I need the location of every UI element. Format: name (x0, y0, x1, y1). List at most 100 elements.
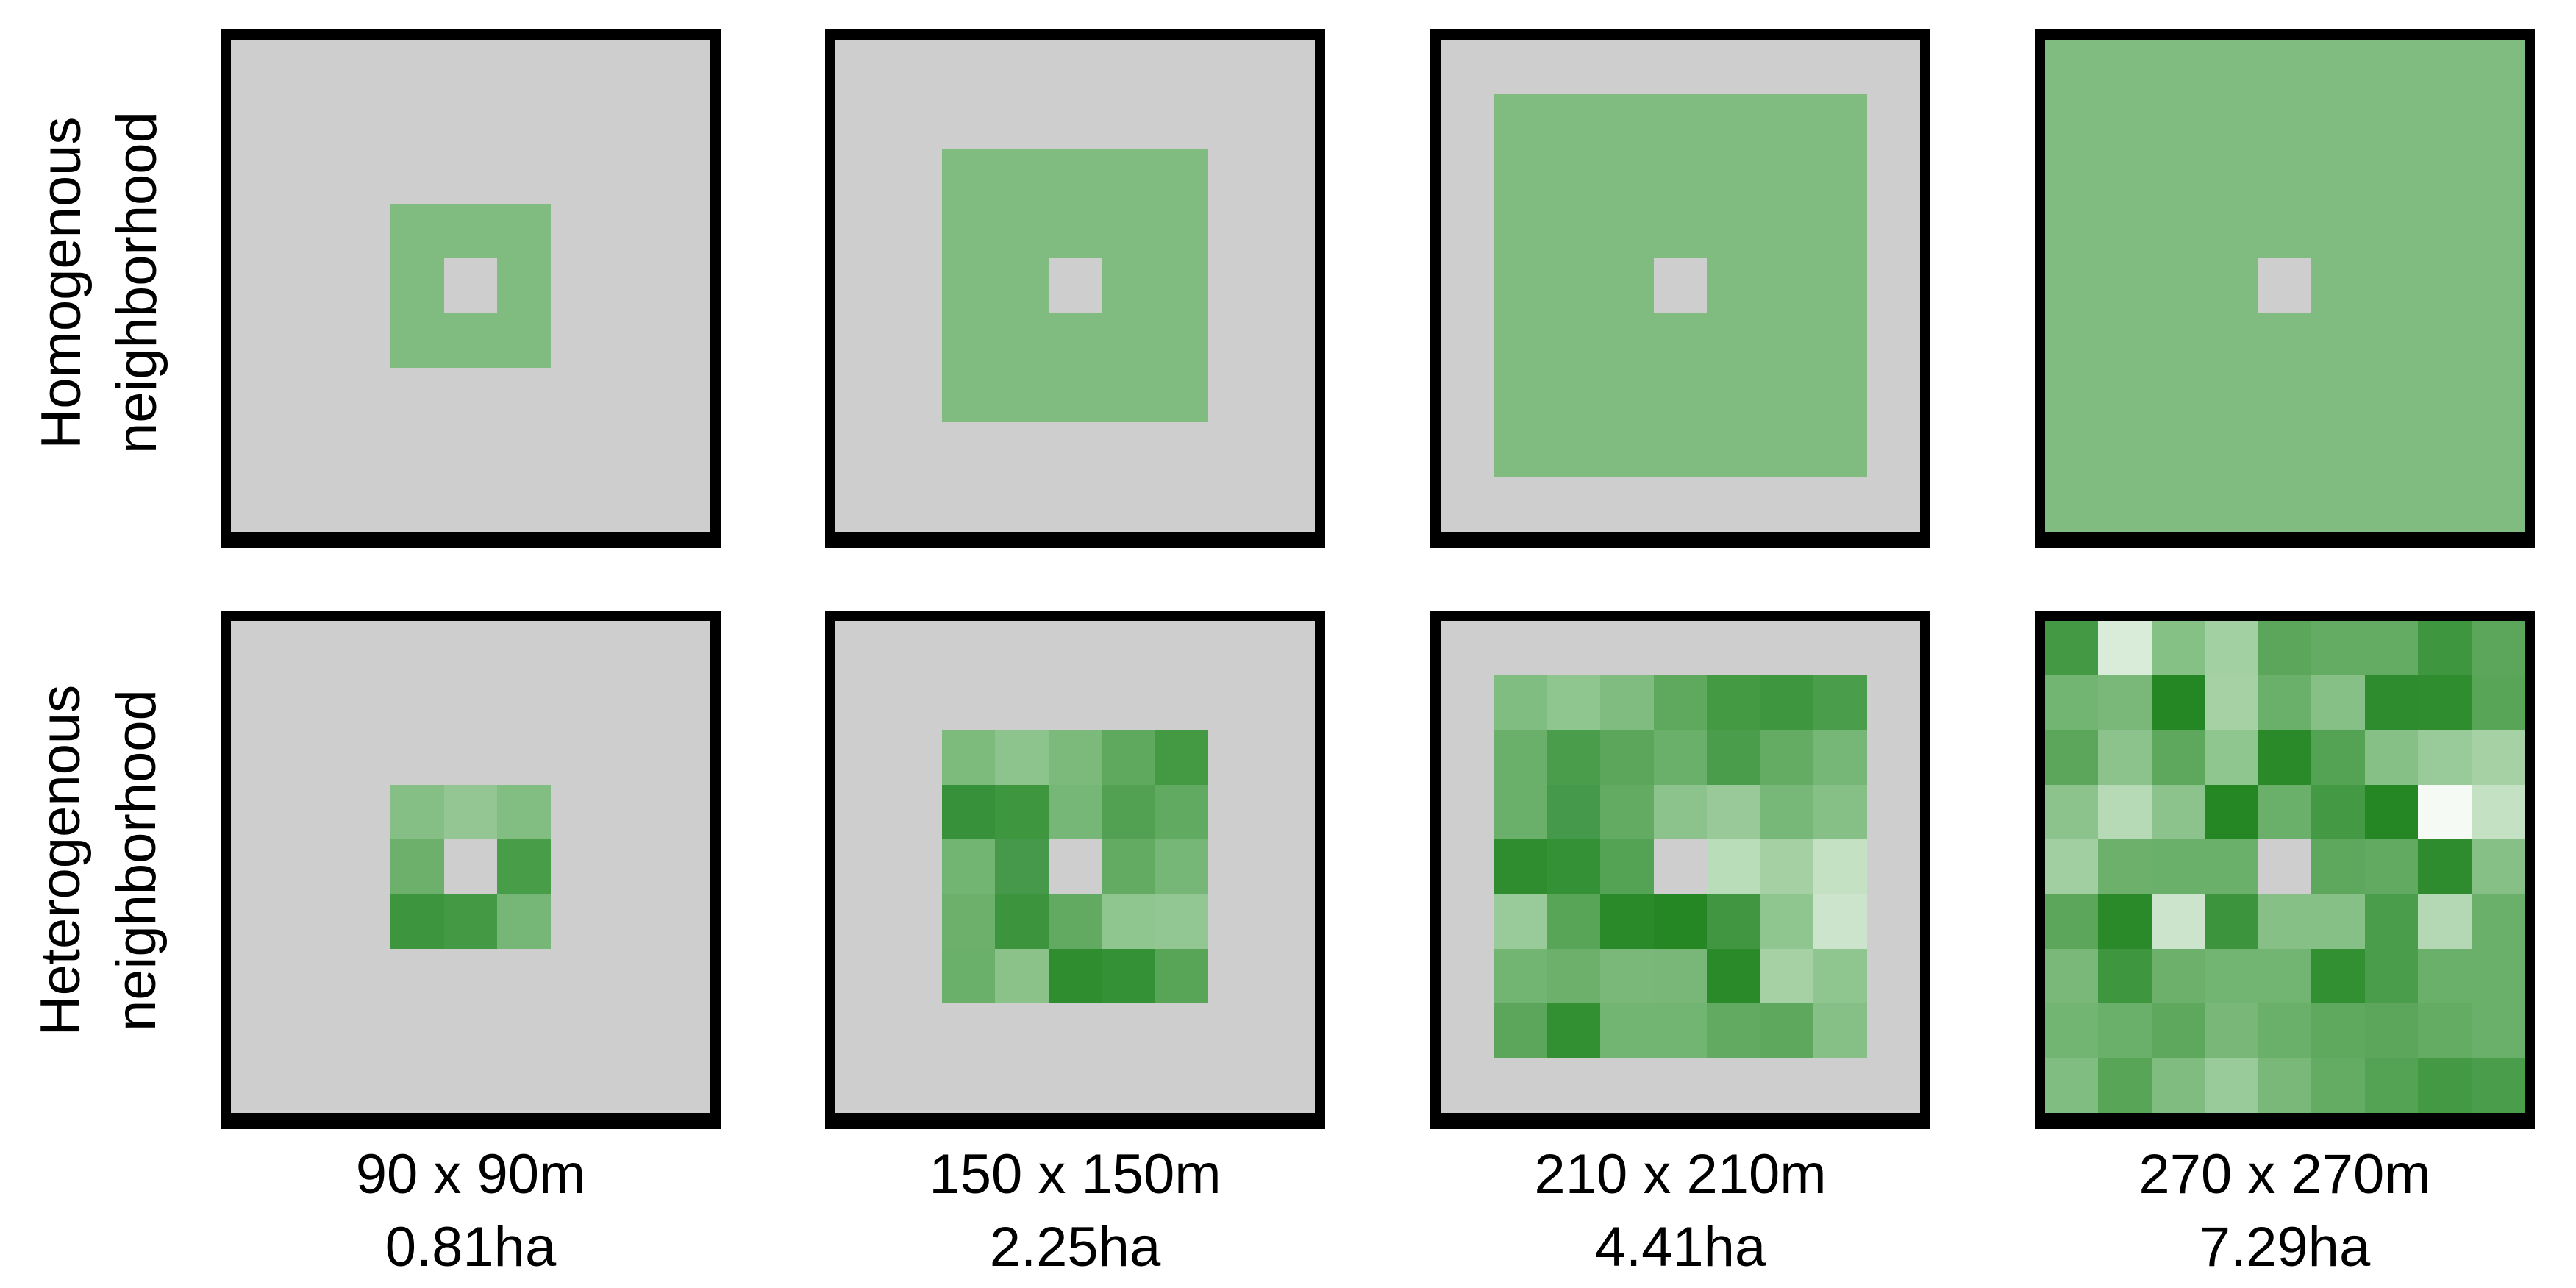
neighbor-cell (1048, 730, 1102, 785)
neighbor-cell (1494, 313, 1547, 368)
neighbor-cell (2045, 894, 2099, 949)
neighbor-cell (1600, 94, 1654, 149)
neighbor-cell (2311, 422, 2365, 477)
neighbor-cell (2418, 730, 2472, 785)
neighbor-cell (2418, 313, 2472, 368)
neighbor-cell (941, 894, 996, 949)
neighbor-cell (2098, 40, 2152, 95)
neighbor-cell (1813, 203, 1867, 259)
neighbor-cell (2418, 785, 2472, 840)
neighbor-cell (1048, 948, 1102, 1004)
neighbor-cell (2098, 1003, 2152, 1058)
neighbor-cell (2045, 1003, 2099, 1058)
neighbor-cell (1494, 367, 1547, 423)
neighbor-cell (1707, 948, 1760, 1004)
panel-homogenous-3 (1430, 29, 1930, 548)
neighbor-cell (2418, 149, 2472, 204)
neighbor-cell (1760, 367, 1814, 423)
neighbor-cell (1653, 367, 1708, 423)
neighbor-cell (1813, 94, 1867, 149)
row-label-heterogenous-line1: Heterogenous (29, 685, 93, 1036)
neighbor-cell (2205, 675, 2258, 730)
center-cell (1653, 258, 1708, 313)
neighbor-cell (2205, 313, 2258, 368)
neighbor-cell (1546, 367, 1601, 423)
neighbor-cell (2418, 204, 2472, 259)
neighbor-cell (2205, 785, 2258, 840)
neighbor-cell (1102, 149, 1155, 204)
neighbor-cell (2364, 785, 2419, 840)
neighbor-cell (1494, 422, 1547, 477)
neighbor-cell (1760, 894, 1814, 949)
neighbor-cell (1813, 313, 1867, 368)
neighbor-cell (1600, 422, 1654, 477)
neighbor-cell (1155, 313, 1209, 368)
neighbor-cell (2258, 1003, 2312, 1058)
neighbor-cell (2311, 894, 2365, 949)
neighbor-cell (2364, 94, 2419, 149)
neighbor-cell (1048, 894, 1102, 949)
neighbor-cell (1155, 367, 1209, 423)
neighbor-cell (2471, 675, 2525, 730)
neighbor-cell (2098, 204, 2152, 259)
neighbor-cell (2045, 422, 2099, 477)
neighbor-cell (1707, 422, 1760, 477)
neighbor-cell (1155, 839, 1209, 894)
neighbor-cell (1546, 730, 1601, 785)
neighbor-cell (941, 313, 996, 368)
neighbor-cell (2098, 94, 2152, 149)
neighbor-cell (2311, 477, 2365, 532)
neighbor-cell (1600, 730, 1654, 785)
neighbor-cell (1707, 784, 1760, 840)
neighbor-cell (1494, 258, 1547, 313)
neighbor-cell (2364, 1003, 2419, 1058)
neighbor-cell (390, 204, 444, 259)
neighborhood-grid (2045, 621, 2525, 1113)
neighbor-cell (1813, 1003, 1867, 1058)
neighbor-cell (1707, 149, 1760, 204)
neighbor-cell (2418, 422, 2472, 477)
neighbor-cell (1102, 784, 1155, 840)
neighbor-cell (443, 204, 498, 259)
neighbor-cell (2151, 785, 2205, 840)
neighbor-cell (1653, 149, 1708, 204)
neighbor-cell (2205, 258, 2258, 313)
neighbor-cell (1653, 894, 1708, 949)
neighbor-cell (2205, 94, 2258, 149)
neighbor-cell (2471, 368, 2525, 423)
neighbor-cell (1155, 948, 1209, 1004)
neighbor-cell (2045, 621, 2099, 676)
neighbor-cell (1760, 149, 1814, 204)
neighbor-cell (1760, 839, 1814, 894)
neighbor-cell (2205, 949, 2258, 1004)
neighbor-cell (2205, 730, 2258, 785)
neighbor-cell (1155, 203, 1209, 259)
neighbor-cell (1707, 675, 1760, 730)
neighbor-cell (995, 784, 1049, 840)
column-size-label: 270 x 270m (2138, 1143, 2431, 1206)
neighbor-cell (1546, 94, 1601, 149)
neighbor-cell (2364, 149, 2419, 204)
neighbor-cell (1155, 894, 1209, 949)
neighbor-cell (1546, 948, 1601, 1004)
neighbor-cell (1102, 203, 1155, 259)
neighbor-cell (941, 730, 996, 785)
neighbor-cell (2098, 894, 2152, 949)
neighbor-cell (2258, 894, 2312, 949)
row-label-heterogenous: Heterogenous neighborhood (26, 607, 173, 1114)
neighbor-cell (1760, 94, 1814, 149)
neighbor-cell (2418, 621, 2472, 676)
neighbor-cell (2258, 422, 2312, 477)
neighbor-cell (941, 367, 996, 423)
neighbor-cell (1707, 203, 1760, 259)
neighbor-cell (1546, 894, 1601, 949)
neighbor-cell (1813, 367, 1867, 423)
neighbor-cell (1653, 94, 1708, 149)
neighbor-cell (2151, 675, 2205, 730)
neighbor-cell (2471, 94, 2525, 149)
neighbor-cell (1546, 422, 1601, 477)
neighbor-cell (2311, 621, 2365, 676)
neighbor-cell (2045, 40, 2099, 95)
neighbor-cell (2045, 149, 2099, 204)
center-cell (2258, 839, 2312, 894)
